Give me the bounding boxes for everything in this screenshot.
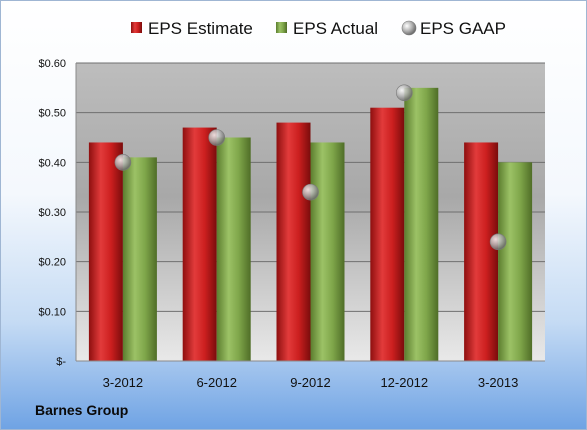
eps-estimate-bar bbox=[88, 142, 123, 361]
eps-actual-bar bbox=[310, 142, 345, 361]
eps-actual-bar bbox=[216, 137, 251, 361]
eps-estimate-legend-swatch bbox=[131, 22, 142, 33]
y-tick-label: $- bbox=[56, 356, 66, 368]
eps-gaap-marker bbox=[114, 154, 132, 171]
eps-actual-legend-swatch bbox=[276, 22, 287, 33]
eps-estimate-bar bbox=[464, 142, 499, 361]
y-tick-label: $0.30 bbox=[38, 207, 66, 219]
x-tick-label: 12-2012 bbox=[380, 375, 428, 390]
eps-actual-bar bbox=[498, 162, 533, 361]
eps-gaap-marker bbox=[302, 183, 319, 201]
eps-chart: $- $0.10 $0.20 $0.30 $0.40 $0.50 $0.60 3-2012 6-… bbox=[38, 19, 545, 390]
eps-estimate-bar bbox=[276, 122, 311, 361]
y-tick-label: $0.10 bbox=[38, 306, 66, 318]
x-tick-label: 6-2012 bbox=[196, 375, 236, 390]
company-label: Barnes Group bbox=[35, 402, 129, 418]
y-tick-label: $0.50 bbox=[38, 108, 66, 120]
eps-actual-bar bbox=[122, 157, 157, 361]
eps-actual-bar bbox=[404, 87, 439, 361]
eps-actual-legend-label: EPS Actual bbox=[293, 19, 378, 38]
x-tick-label: 3-2013 bbox=[478, 375, 518, 390]
x-tick-label: 3-2012 bbox=[103, 375, 143, 390]
eps-estimate-bar bbox=[370, 107, 405, 361]
y-tick-label: $0.40 bbox=[38, 157, 66, 169]
eps-gaap-marker bbox=[395, 84, 413, 102]
eps-gaap-legend-swatch bbox=[401, 20, 417, 36]
eps-estimate-legend-label: EPS Estimate bbox=[148, 19, 253, 38]
eps-gaap-marker bbox=[489, 233, 507, 251]
eps-gaap-marker bbox=[208, 129, 225, 146]
eps-gaap-legend-label: EPS GAAP bbox=[420, 19, 506, 38]
y-tick-label: $0.60 bbox=[38, 58, 66, 70]
y-tick-label: $0.20 bbox=[38, 257, 66, 269]
eps-estimate-bar bbox=[182, 127, 217, 361]
x-tick-label: 9-2012 bbox=[290, 375, 330, 390]
